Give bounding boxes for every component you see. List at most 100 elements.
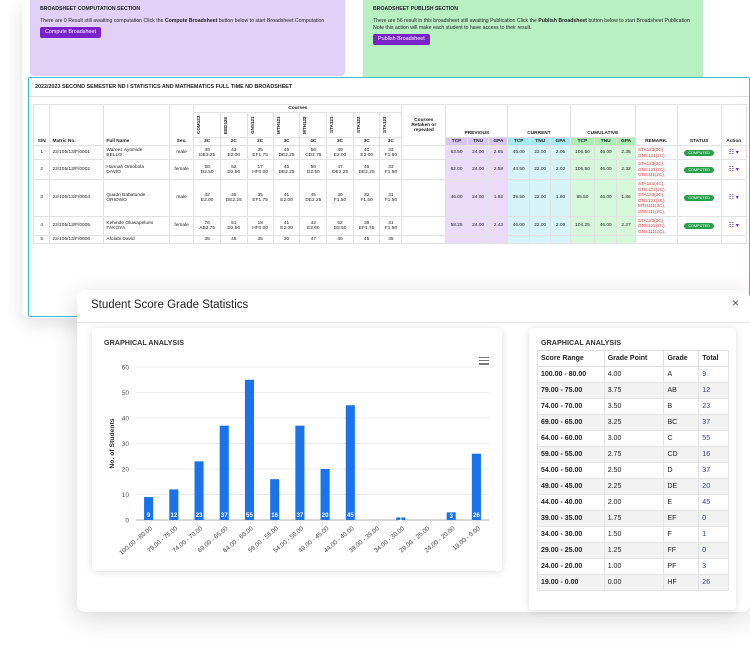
cell-prev: 24.00 [466,159,490,180]
bar-data-label: 3 [449,513,453,520]
cell-total: 9 [698,366,729,383]
cell-score: 39 EF1.75 [352,215,381,237]
grade-table-row: 34.00 - 30.00 1.50 F 1 [537,526,729,543]
cell-prev [488,235,509,245]
cell-prev: 1.92 [488,178,509,217]
cell-remark [635,235,678,245]
close-icon[interactable]: × [731,296,739,310]
bar-data-label: 37 [221,512,228,519]
cell-score: 45 DE2.25 [272,159,301,180]
cell-grade: EF [663,510,700,527]
cell-score-range: 34.00 - 30.00 [537,526,605,543]
cell-score: 31 F1.50 [379,178,403,217]
col-previous: PREVIOUS [445,104,509,138]
cell-action: ☷ ▾ [720,144,748,161]
cell-score: 35 EF1.75 [246,178,274,217]
cell-curr: 46.00 [507,215,530,237]
cell-score: 30 [272,235,301,245]
col-remark: REMARK. [635,104,678,146]
bar [194,461,204,520]
status-badge: COMPUTED [684,149,714,156]
compute-broadsheet-button[interactable]: Compute Broadsheet [40,27,101,38]
cell-sex: female [168,159,195,180]
cell-total: 45 [698,494,729,511]
course-code: COM123 [193,112,221,138]
cell-score: 45 DE2.25 [272,144,301,161]
bar-data-label: 26 [473,512,480,519]
grade-table-row: 39.00 - 35.00 1.75 EF 0 [537,510,729,527]
cell-total: 55 [698,430,729,447]
cell-score: 40 [326,235,354,245]
cell-status: COMPUTED [676,159,722,180]
cell-score-range: 100.00 - 80.00 [537,366,605,383]
bar [219,425,229,520]
cell-total: 1 [698,526,729,543]
cell-score: 41 E2.00 [272,215,301,237]
cell-sn: 4 [32,215,51,237]
col-sex: Sex. [168,104,195,146]
computation-text: There are 0 Result still awaiting comput… [40,18,325,24]
action-menu-icon[interactable]: ☷ ▾ [728,223,739,230]
cell-cum: 106.50 [569,159,596,180]
col-status: STATUS [676,104,722,146]
action-menu-icon[interactable]: ☷ ▾ [728,195,739,202]
grade-table-row: 49.00 - 45.00 2.25 DE 20 [537,478,729,495]
cell-prev [445,235,468,245]
cell-score-range: 74.00 - 70.00 [537,398,605,415]
cell-cum: 46.00 [594,144,617,161]
table-row: 1 22/105/13/F/0001 Wareez Ayomide BELLO male… [32,144,748,161]
action-menu-icon[interactable]: ☷ ▾ [728,167,739,174]
grade-table-row: 79.00 - 75.00 3.75 AB 12 [537,382,729,399]
cell-total: 3 [698,558,729,575]
course-code: STA123 [379,112,403,138]
table-row: 4 22/105/13/F/0005 Kehinde Oluwapelumi FAKO… [32,215,748,237]
course-unit: 4C [299,137,328,146]
col-gpa: GPA [615,137,637,146]
publish-broadsheet-button[interactable]: Publish Broadsheet [373,34,430,45]
cell-score-range: 54.00 - 50.00 [537,462,605,479]
cell-cum: 106.50 [569,144,596,161]
x-tick-label: 19.00 - 0.00 [451,525,482,552]
cell-grade-point: 0.00 [603,574,665,591]
chart-menu-icon[interactable] [479,357,489,365]
grade-statistics-modal: Student Score Grade Statistics × GRAPHIC… [77,290,750,612]
cell-score: 31 F1.50 [379,215,403,237]
cell-grade: F [663,526,700,543]
col-tcp: TCP [569,137,596,146]
col-tnu: TNU [528,137,552,146]
cell-matric: 22/105/13/F/0006 [49,235,105,245]
col-courses: Courses [193,104,403,113]
cell-curr [550,235,571,245]
cell-grade-point: 2.00 [603,494,665,511]
cell-cum [569,235,596,245]
cell-score: 45 DE2.25 [299,178,328,217]
y-tick-label: 0 [125,518,129,525]
cell-score: 52 D2.50 [219,159,248,180]
divider [77,322,750,323]
cell-cum: 1.86 [615,178,637,217]
cell-fullname: Quadri Babatunde ORIOWO [103,178,170,217]
publish-note: Note this action will make each student … [373,25,532,31]
course-code: STA122 [352,112,381,138]
course-unit: 2C [246,137,274,146]
table-row: 5 22/105/13/F/0006 Afolabi David 35 45 35 30 47… [32,235,748,245]
cell-score-range: 24.00 - 20.00 [537,558,605,575]
cell-grade-point: 2.75 [603,446,665,463]
grade-table-row: 100.00 - 80.00 4.00 A 9 [537,366,729,383]
cell-score-range: 49.00 - 45.00 [537,478,605,495]
cell-remark: STA123(3C), GNS121(2C), [635,144,678,161]
cell-curr [528,235,552,245]
cell-fullname: Kehinde Oluwapelumi FAKOYA [103,215,170,237]
bar [270,479,280,520]
course-unit: 3C [193,137,221,146]
bar [345,405,355,520]
action-menu-icon[interactable]: ☷ ▾ [728,150,739,157]
col-gpa: GPA [550,137,571,146]
grade-table-row: 54.00 - 50.00 2.50 D 37 [537,462,729,479]
cell-prev: 24.00 [466,215,490,237]
col-matric: Matric No. [49,104,105,146]
col-tnu: TNU [466,137,490,146]
cell-curr: 22.00 [528,178,552,217]
col-tcp: TCP [507,137,530,146]
cell-retaken [401,144,447,161]
